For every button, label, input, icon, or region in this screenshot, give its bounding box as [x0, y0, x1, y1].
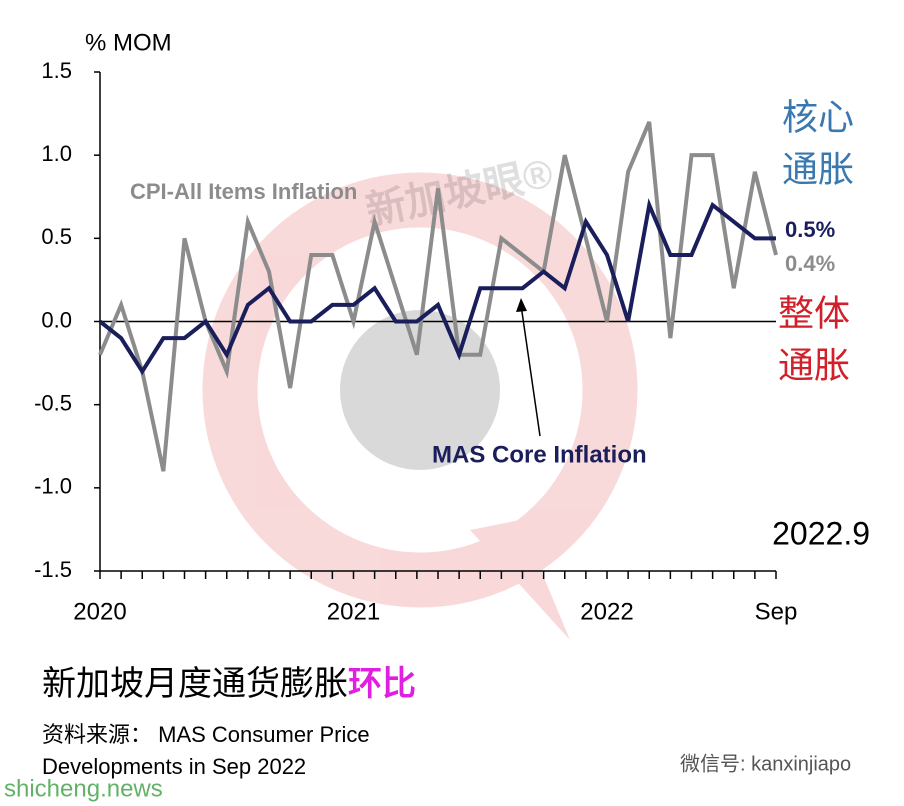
y-tick-label: -1.0 [34, 474, 72, 499]
y-tick-label: 1.0 [41, 141, 72, 166]
title-highlight: 环比 [348, 665, 416, 703]
watermark-logo [202, 172, 638, 640]
series-label: CPI-All Items Inflation [130, 179, 357, 204]
x-tick-label: 2020 [73, 598, 126, 625]
arrow-head [516, 298, 527, 312]
end-label: 0.5% [785, 217, 835, 242]
series-label: MAS Core Inflation [432, 441, 647, 468]
series-line [98, 198, 776, 376]
headline-tag: 通胀 [778, 345, 850, 386]
core-tag: 通胀 [782, 149, 854, 190]
x-tick-label: 2022 [580, 598, 633, 625]
source: Developments in Sep 2022 [42, 754, 306, 779]
series-line [98, 121, 778, 472]
wechat-id: 微信号: kanxinjiapo [680, 752, 851, 775]
y-tick-label: 0.5 [41, 224, 72, 249]
y-tick-label: 0.0 [41, 307, 72, 332]
site-watermark: shicheng.news [4, 775, 163, 802]
y-tick-label: -0.5 [34, 390, 72, 415]
arrow [520, 304, 541, 437]
x-tick-label: 2021 [327, 598, 380, 625]
headline-tag: 整体 [778, 293, 850, 334]
y-axis-label: % MOM [85, 29, 172, 56]
source: 资料来源： MAS Consumer Price [42, 722, 370, 747]
y-tick-label: -1.5 [34, 557, 72, 582]
core-tag: 核心 [782, 97, 854, 138]
title: 新加坡月度通货膨胀环比 [42, 665, 416, 703]
date-tag: 2022.9 [772, 515, 870, 551]
title-main: 新加坡月度通货膨胀 [42, 665, 348, 703]
x-tick-label: Sep [755, 598, 798, 625]
end-label: 0.4% [785, 251, 835, 276]
y-tick-label: 1.5 [41, 58, 72, 83]
